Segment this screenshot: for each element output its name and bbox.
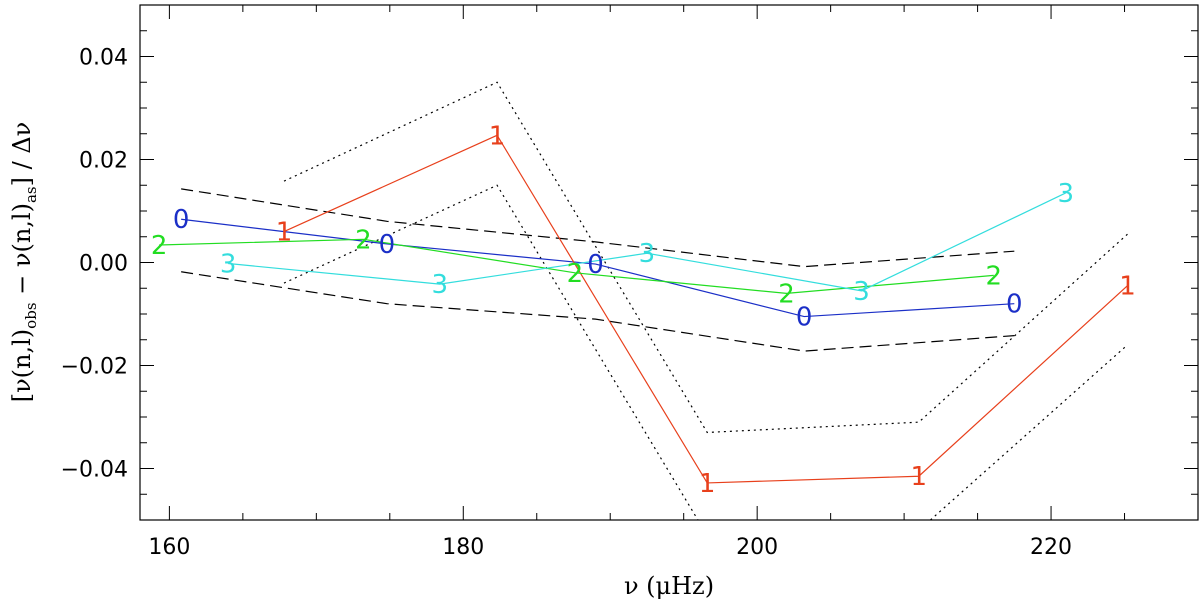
x-tick-label: 180 bbox=[442, 535, 484, 560]
mode-label-l3: 3 bbox=[220, 250, 237, 280]
mode-label-l1: 1 bbox=[1119, 272, 1136, 302]
mode-label-l2: 2 bbox=[355, 225, 372, 255]
series-lines bbox=[159, 134, 1128, 484]
mode-label-l3: 3 bbox=[1057, 179, 1074, 209]
mode-label-l3: 3 bbox=[639, 239, 656, 269]
mode-label-l0: 0 bbox=[796, 303, 813, 333]
dotted-bound-line bbox=[283, 81, 1128, 434]
x-tick-label: 160 bbox=[148, 535, 190, 560]
mode-label-l0: 0 bbox=[379, 230, 396, 260]
series-line-l0 bbox=[181, 218, 1015, 318]
mode-label-l2: 2 bbox=[985, 261, 1002, 291]
axis-tick-labels: 160 180 200 220−0.04−0.020.000.020.04 bbox=[61, 46, 1072, 561]
mode-label-l2: 2 bbox=[567, 259, 584, 289]
mode-label-l1: 1 bbox=[489, 121, 506, 151]
series-line-l1 bbox=[283, 134, 1128, 484]
mode-label-l1: 1 bbox=[911, 462, 928, 492]
mode-label-l3: 3 bbox=[853, 277, 870, 307]
x-tick-label: 200 bbox=[736, 535, 778, 560]
mode-label-l0: 0 bbox=[1006, 290, 1023, 320]
y-tick-label: 0.00 bbox=[79, 252, 128, 277]
series-line-l2 bbox=[159, 238, 994, 295]
y-tick-label: −0.02 bbox=[61, 355, 128, 380]
mode-degree-labels: 0 0 0 0 0 1 1 1 1 1 2 2 2 2 2 3 3 3 3 3 bbox=[151, 121, 1136, 499]
mode-label-l2: 2 bbox=[151, 231, 168, 261]
uncertainty-bounds bbox=[181, 81, 1128, 520]
mode-label-l2: 2 bbox=[778, 279, 795, 309]
dotted-bound-line bbox=[283, 184, 1128, 520]
axis-ticks bbox=[140, 4, 1198, 521]
y-tick-label: 0.02 bbox=[79, 149, 128, 174]
mode-label-l1: 1 bbox=[276, 218, 293, 248]
y-tick-label: −0.04 bbox=[61, 458, 128, 483]
mode-label-l0: 0 bbox=[587, 250, 604, 280]
y-axis-title: [ν(n,l)obs − ν(n,l)as] / Δν bbox=[8, 122, 40, 403]
dashed-bound-line bbox=[181, 271, 1015, 352]
mode-label-l3: 3 bbox=[431, 270, 448, 300]
dashed-bound-line bbox=[181, 188, 1015, 268]
x-axis-title: ν (μHz) bbox=[624, 572, 714, 600]
series-line-l3 bbox=[228, 192, 1067, 292]
mode-label-l0: 0 bbox=[173, 205, 190, 235]
x-tick-label: 220 bbox=[1030, 535, 1072, 560]
mode-label-l1: 1 bbox=[699, 469, 716, 499]
y-tick-label: 0.04 bbox=[79, 46, 128, 71]
plot-frame bbox=[139, 4, 1199, 521]
